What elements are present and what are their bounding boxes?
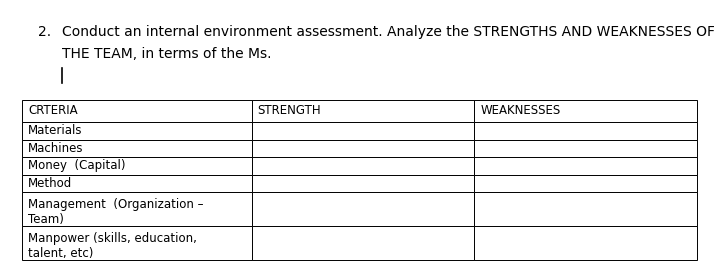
Text: WEAKNESSES: WEAKNESSES [481, 105, 560, 118]
Bar [474, 157, 697, 174]
Text: STRENGTH: STRENGTH [258, 105, 321, 118]
Bar [251, 174, 474, 192]
Bar [22, 192, 251, 226]
Bar [474, 122, 697, 139]
Bar [251, 192, 474, 226]
Bar [474, 192, 697, 226]
Bar [251, 122, 474, 139]
Bar [22, 122, 251, 139]
Bar [474, 174, 697, 192]
Bar [251, 100, 474, 122]
Text: Materials: Materials [28, 124, 83, 137]
Text: 2.: 2. [38, 25, 51, 39]
Bar [22, 226, 251, 260]
Bar [22, 100, 251, 122]
Text: THE TEAM, in terms of the Ms.: THE TEAM, in terms of the Ms. [62, 47, 271, 61]
Text: Money  (Capital): Money (Capital) [28, 159, 126, 172]
Text: Manpower (skills, education,
talent, etc): Manpower (skills, education, talent, etc… [28, 232, 197, 260]
Bar [474, 139, 697, 157]
Bar [474, 100, 697, 122]
Text: Conduct an internal environment assessment. Analyze the STRENGTHS AND WEAKNESSES: Conduct an internal environment assessme… [62, 25, 714, 39]
Text: Machines: Machines [28, 142, 84, 155]
Bar [251, 139, 474, 157]
Bar [474, 226, 697, 260]
Text: Method: Method [28, 177, 72, 190]
Text: CRTERIA: CRTERIA [28, 105, 78, 118]
Bar [22, 139, 251, 157]
Bar [22, 157, 251, 174]
Text: Management  (Organization –
Team): Management (Organization – Team) [28, 198, 203, 226]
Bar [22, 174, 251, 192]
Bar [251, 226, 474, 260]
Bar [251, 157, 474, 174]
